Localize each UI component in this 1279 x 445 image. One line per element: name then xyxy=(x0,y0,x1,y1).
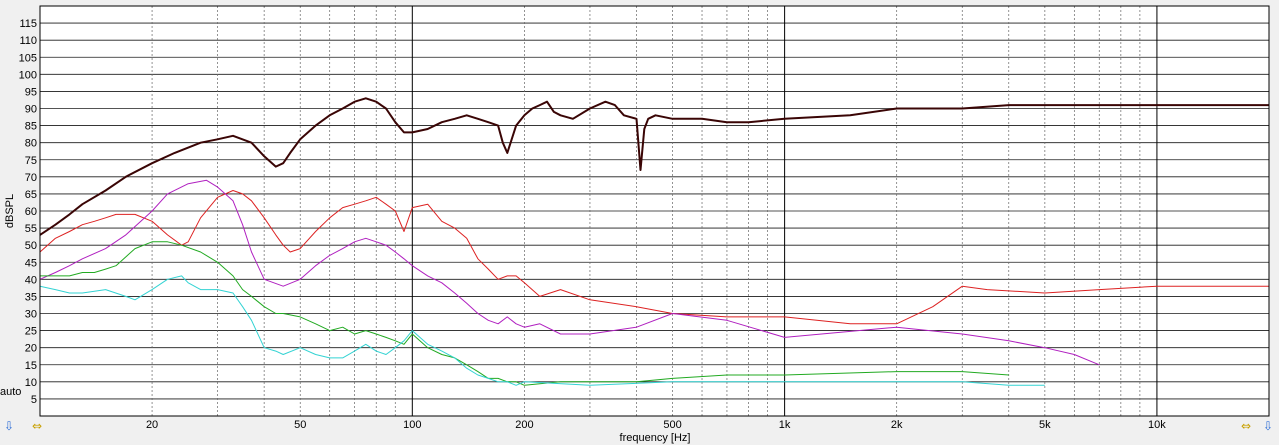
y-axis-title: dBSPL xyxy=(4,194,16,228)
x-tick-labels: 20 50 100 200 500 1k 2k 5k 10k xyxy=(146,419,1166,431)
x-tick-label: 200 xyxy=(515,419,533,431)
x-tick-label: 50 xyxy=(294,419,306,431)
x-axis-title: frequency [Hz] xyxy=(620,432,691,444)
y-tick-label: 25 xyxy=(25,326,37,338)
series-line-2 xyxy=(39,190,1269,325)
y-tick-label: 60 xyxy=(25,206,37,218)
y-tick-label: 35 xyxy=(25,291,37,303)
arrow-down-icon[interactable]: ⇩ xyxy=(3,419,15,433)
arrow-down-icon-right[interactable]: ⇩ xyxy=(1262,419,1274,433)
y-tick-label: 30 xyxy=(25,309,37,321)
y-tick-label: 90 xyxy=(25,104,37,116)
y-tick-labels: 5 10 15 20 25 30 35 40 45 50 55 60 65 70 75 80 85 90 95 100… xyxy=(19,18,37,406)
x-tick-label: 2k xyxy=(891,419,903,431)
y-tick-label: 110 xyxy=(19,35,37,47)
series-line-4 xyxy=(40,241,1009,386)
y-tick-label: 105 xyxy=(19,52,37,64)
series-layer xyxy=(39,97,1269,386)
x-tick-label: 20 xyxy=(146,419,158,431)
y-tick-label: 70 xyxy=(25,172,37,184)
y-tick-label: 50 xyxy=(25,240,37,252)
x-tick-label: 500 xyxy=(663,419,681,431)
y-tick-label: 5 xyxy=(31,394,37,406)
grid xyxy=(40,6,1269,416)
plot-border xyxy=(39,5,1270,417)
y-tick-label: 10 xyxy=(25,377,37,389)
y-tick-label: 85 xyxy=(25,121,37,133)
x-tick-label: 1k xyxy=(779,419,791,431)
x-tick-label: 10k xyxy=(1148,419,1166,431)
auto-scale-label[interactable]: auto xyxy=(0,386,22,398)
y-tick-label: 75 xyxy=(25,155,37,167)
y-tick-label: 65 xyxy=(25,189,37,201)
arrow-left-right-icon-right[interactable]: ⇔ xyxy=(1240,419,1252,433)
series-line-3 xyxy=(39,179,1100,366)
y-tick-label: 100 xyxy=(19,69,37,81)
x-tick-label: 5k xyxy=(1039,419,1051,431)
y-tick-label: 40 xyxy=(25,274,37,286)
y-tick-label: 45 xyxy=(25,257,37,269)
x-tick-label: 100 xyxy=(403,419,421,431)
y-tick-label: 95 xyxy=(25,86,37,98)
y-tick-label: 15 xyxy=(25,360,37,372)
arrow-left-right-icon[interactable]: ⇔ xyxy=(31,419,43,433)
series-line-1 xyxy=(39,97,1269,236)
y-tick-label: 80 xyxy=(25,138,37,150)
y-tick-label: 55 xyxy=(25,223,37,235)
y-tick-label: 20 xyxy=(25,343,37,355)
series-line-5 xyxy=(39,275,1045,386)
y-tick-label: 115 xyxy=(19,18,37,30)
